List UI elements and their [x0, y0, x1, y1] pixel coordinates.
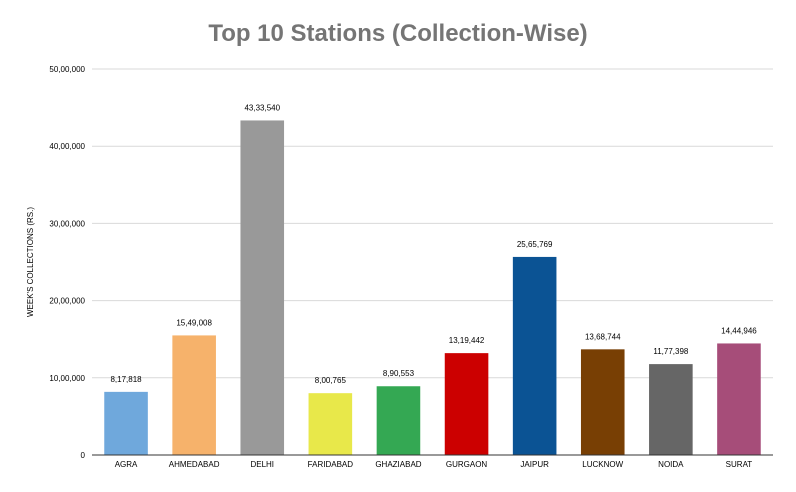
x-tick-label: AHMEDABAD	[169, 460, 220, 469]
bar-faridabad	[308, 393, 353, 455]
x-tick-label: JAIPUR	[520, 460, 549, 469]
x-tick-label: AGRA	[115, 460, 138, 469]
bar-ghaziabad	[376, 386, 421, 455]
x-tick-label: GURGAON	[446, 460, 488, 469]
y-tick-label: 0	[81, 451, 86, 460]
data-label: 25,65,769	[517, 240, 553, 249]
data-label: 8,90,553	[383, 369, 415, 378]
y-tick-label: 20,00,000	[49, 297, 85, 306]
bars	[104, 120, 761, 455]
y-axis-title: WEEK'S COLLECTIONS (RS.)	[26, 207, 35, 317]
y-tick-label: 10,00,000	[49, 374, 85, 383]
bar-lucknow	[580, 349, 625, 455]
data-labels: 8,17,818 15,49,008 43,33,540 8,00,765 8,90,5…	[110, 103, 757, 385]
x-tick-label: DELHI	[250, 460, 274, 469]
x-tick-label: FARIDABAD	[308, 460, 354, 469]
data-label: 13,68,744	[585, 332, 621, 341]
gridlines	[92, 68, 773, 379]
data-label: 8,17,818	[110, 375, 142, 384]
bar-noida	[649, 364, 693, 455]
bar-agra	[104, 391, 148, 455]
data-label: 13,19,442	[449, 336, 485, 345]
x-axis-labels: AGRA AHMEDABAD DELHI FARIDABAD GHAZIABAD GURG…	[115, 460, 753, 469]
data-label: 43,33,540	[244, 103, 280, 112]
y-tick-label: 40,00,000	[49, 142, 85, 151]
bar-ahmedabad	[172, 335, 216, 455]
x-tick-label: NOIDA	[658, 460, 684, 469]
data-label: 8,00,765	[315, 376, 347, 385]
data-label: 11,77,398	[653, 347, 689, 356]
y-tick-label: 30,00,000	[49, 219, 85, 228]
x-tick-label: SURAT	[726, 460, 753, 469]
y-axis-ticks: 0 10,00,000 20,00,000 30,00,000 40,00,000 50,…	[49, 65, 85, 460]
x-tick-label: GHAZIABAD	[375, 460, 421, 469]
data-label: 14,44,946	[721, 326, 757, 335]
bar-surat	[717, 343, 761, 455]
x-tick-label: LUCKNOW	[582, 460, 623, 469]
data-label: 15,49,008	[176, 318, 212, 327]
bar-delhi	[240, 120, 285, 455]
bar-jaipur	[512, 256, 557, 455]
y-tick-label: 50,00,000	[49, 65, 85, 74]
chart-title: Top 10 Stations (Collection-Wise)	[208, 20, 588, 47]
bar-gurgaon	[444, 353, 489, 455]
